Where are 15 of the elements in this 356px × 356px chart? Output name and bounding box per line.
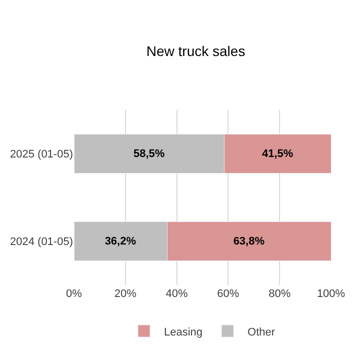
x-tick-label: 0% [66, 288, 82, 300]
x-tick-label: 80% [268, 288, 291, 300]
data-label: 63,8% [233, 235, 265, 248]
data-label: 58,5% [133, 148, 165, 160]
y-tick-label: 2024 (01-05) [10, 236, 73, 248]
chart-title: New truck sales [146, 43, 246, 60]
data-label: 36,2% [104, 235, 136, 248]
x-tick-label: 20% [114, 288, 137, 300]
data-label: 41,5% [262, 148, 294, 160]
legend-label: Leasing [164, 326, 203, 338]
x-tick-label: 100% [316, 288, 346, 300]
x-tick-label: 40% [166, 288, 188, 300]
legend-label: Other [248, 326, 276, 338]
y-tick-label: 2025 (01-05) [10, 148, 73, 161]
x-tick-label: 60% [217, 288, 240, 300]
